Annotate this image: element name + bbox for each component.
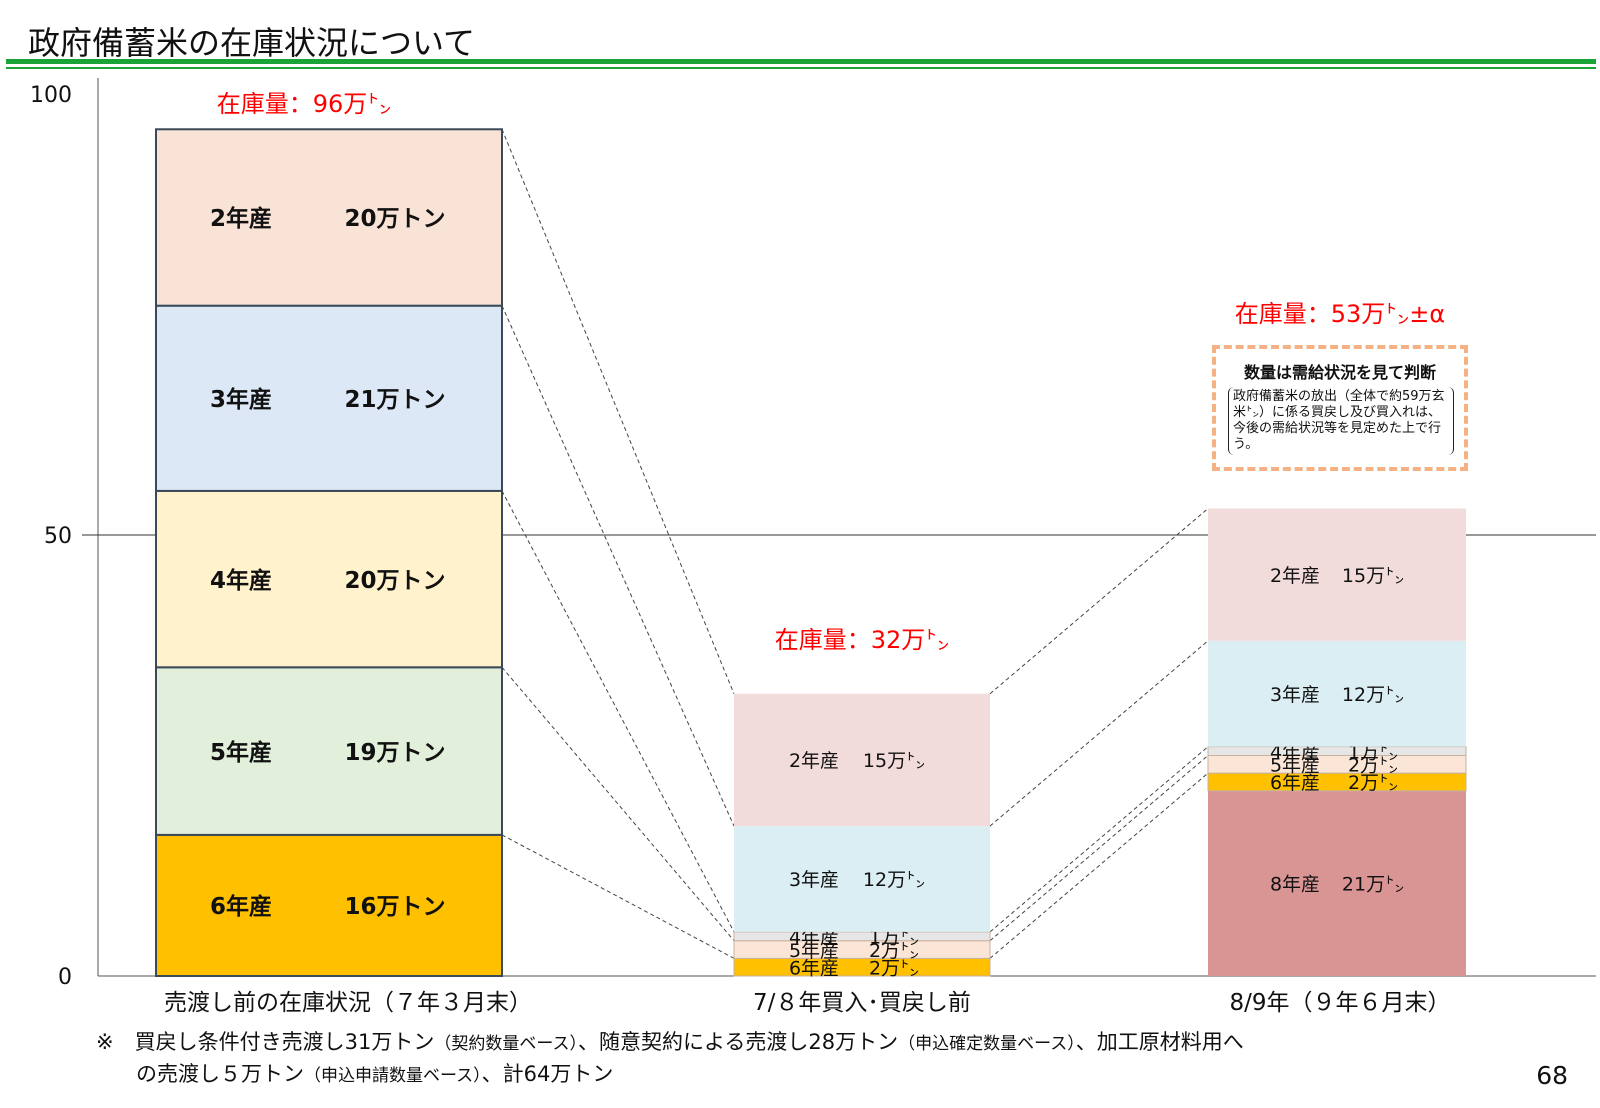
bar-segment	[1208, 508, 1466, 641]
bar-segment	[155, 833, 503, 977]
callout-title: 数量は需給状況を見て判断	[1243, 363, 1436, 382]
connector-line	[989, 640, 1209, 827]
bar-segment	[733, 957, 991, 977]
page-title: 政府備蓄米の在庫状況について	[28, 24, 476, 62]
bar-segment	[734, 826, 990, 932]
total-label: 在庫量：96万㌧	[217, 90, 392, 118]
segment-value-label: 20万トン	[344, 206, 445, 232]
segment-year-label: 5年産	[1270, 755, 1320, 777]
bar-segment	[1208, 790, 1466, 976]
bar-segment	[734, 693, 990, 827]
bar-segment	[1207, 746, 1467, 756]
segment-year-label: 6年産	[210, 893, 272, 920]
page-number: 68	[1536, 1061, 1568, 1090]
y-tick-label: 0	[58, 965, 72, 990]
footnote-line-2: の売渡し５万トン（申込申請数量ベース）、計64万トン	[136, 1058, 613, 1088]
segment-year-label: 2年産	[1270, 565, 1320, 587]
connector-line	[501, 129, 735, 694]
connector-line	[989, 746, 1209, 933]
segment-value-label: 1万㌧	[1348, 741, 1398, 763]
segment-value-label: 12万㌧	[1342, 684, 1404, 706]
segment-year-label: 2年産	[210, 205, 272, 232]
segment-year-label: 6年産	[1270, 772, 1320, 794]
segment-value-label: 21万㌧	[1342, 874, 1404, 896]
segment-year-label: 4年産	[1270, 741, 1320, 763]
bar-segment	[155, 489, 503, 669]
footnote-text: の売渡し５万トン	[136, 1062, 304, 1086]
bar-segment	[155, 666, 503, 836]
footnote-text: 、計64万トン	[481, 1062, 614, 1086]
bar-segment	[155, 128, 503, 307]
segment-year-label: 3年産	[210, 386, 272, 413]
segment-year-label: 5年産	[789, 940, 839, 962]
bar-segment	[1207, 772, 1467, 792]
bar-segment	[155, 304, 503, 492]
footnote-line-1: ※ 買戻し条件付き売渡し31万トン（契約数量ベース）、随意契約による売渡し28万…	[96, 1026, 1244, 1056]
bar-segment	[1208, 640, 1466, 747]
total-label: 在庫量：53万㌧±α	[1235, 300, 1445, 328]
segment-value-label: 15万㌧	[863, 750, 925, 772]
segment-year-label: 4年産	[210, 567, 272, 594]
bar-segment	[1207, 755, 1467, 774]
connector-line	[501, 666, 735, 942]
segment-value-label: 2万㌧	[1348, 755, 1398, 777]
bar-segment	[733, 940, 991, 959]
footnote-small: （契約数量ベース）	[434, 1034, 578, 1054]
footnote-text: 、随意契約による売渡し28万トン	[577, 1030, 899, 1054]
title-underline-thin	[6, 67, 1596, 69]
segment-year-label: 8年産	[1270, 874, 1320, 896]
segment-year-label: 2年産	[789, 750, 839, 772]
connector-line	[501, 834, 735, 959]
title-underline	[6, 59, 1596, 64]
x-category-label: 売渡し前の在庫状況（７年３月末）	[164, 990, 532, 1016]
segment-value-label: 16万トン	[344, 894, 445, 920]
x-category-label: 7/８年買入･買戻し前	[753, 990, 971, 1016]
segment-value-label: 20万トン	[344, 568, 445, 594]
segment-value-label: 12万㌧	[863, 869, 925, 891]
connector-line	[501, 305, 735, 827]
segment-value-label: 1万㌧	[869, 927, 919, 949]
x-category-label: 8/9年（９年６月末）	[1229, 990, 1450, 1016]
y-tick-label: 50	[44, 524, 72, 549]
segment-value-label: 2万㌧	[1348, 772, 1398, 794]
connector-line	[989, 508, 1209, 695]
segment-year-label: 6年産	[789, 957, 839, 979]
footnote-small: （申込申請数量ベース）	[304, 1066, 482, 1086]
y-tick-label: 100	[30, 83, 72, 108]
segment-value-label: 15万㌧	[1342, 565, 1404, 587]
connector-line	[989, 772, 1209, 959]
segment-year-label: 3年産	[789, 869, 839, 891]
segment-year-label: 5年産	[210, 739, 272, 766]
total-label: 在庫量：32万㌧	[775, 626, 950, 654]
footnote-text: 、加工原材料用へ	[1075, 1030, 1244, 1054]
bar-segment	[733, 931, 991, 942]
segment-year-label: 3年産	[1270, 684, 1320, 706]
connector-line	[501, 490, 735, 933]
connector-line	[989, 755, 1209, 942]
callout-body: 政府備蓄米の放出（全体で約59万玄米㌧）に係る買戻し及び買入れは、今後の需給状況…	[1228, 387, 1454, 455]
segment-value-label: 2万㌧	[869, 940, 919, 962]
segment-year-label: 4年産	[789, 927, 839, 949]
segment-value-label: 21万トン	[344, 387, 445, 413]
footnote-text: ※ 買戻し条件付き売渡し31万トン	[96, 1030, 435, 1054]
segment-value-label: 19万トン	[344, 740, 445, 766]
segment-value-label: 2万㌧	[869, 957, 919, 979]
callout-box: 数量は需給状況を見て判断 政府備蓄米の放出（全体で約59万玄米㌧）に係る買戻し及…	[1212, 345, 1468, 471]
footnote-small: （申込確定数量ベース）	[898, 1034, 1076, 1054]
